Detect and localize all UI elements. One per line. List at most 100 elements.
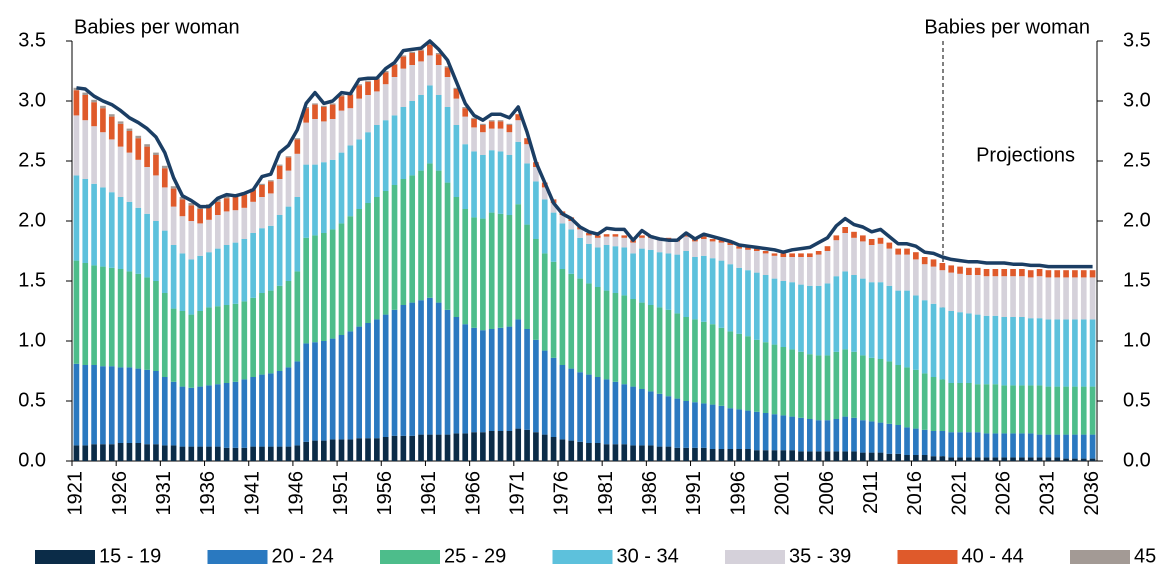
bar-segment	[259, 197, 265, 229]
bar-segment	[312, 235, 318, 343]
bar-segment	[524, 429, 530, 461]
bar-segment	[868, 239, 875, 245]
bar-segment	[188, 221, 195, 260]
bar-segment	[860, 278, 866, 356]
bar-segment	[321, 233, 327, 341]
bar-segment	[161, 377, 168, 446]
bar-segment	[347, 145, 354, 217]
bar-segment	[533, 181, 539, 239]
bar-segment	[612, 444, 619, 461]
bar-segment	[480, 123, 486, 125]
bar-segment	[400, 305, 407, 436]
bar-segment	[197, 446, 203, 461]
bar-segment	[444, 182, 451, 310]
bar-segment	[250, 446, 256, 461]
bar-segment	[886, 248, 893, 286]
bar-segment	[135, 273, 142, 369]
bar-segment	[753, 411, 760, 451]
bar-segment	[683, 251, 689, 317]
bar-segment	[480, 218, 486, 331]
bar-segment	[559, 215, 566, 224]
bar-segment	[488, 128, 495, 151]
bar-segment	[771, 278, 778, 345]
bar-segment	[921, 257, 928, 265]
bar-segment	[135, 135, 142, 139]
bar-segment	[877, 282, 884, 359]
bar-segment	[170, 188, 177, 207]
legend-label: 25 - 29	[444, 545, 506, 567]
bar-segment	[913, 428, 919, 455]
bar-segment	[1089, 277, 1096, 320]
bar-segment	[550, 203, 557, 213]
bar-segment	[577, 441, 583, 461]
bar-segment	[745, 270, 751, 337]
bar-segment	[727, 245, 734, 265]
bar-segment	[232, 210, 239, 243]
bar-segment	[718, 327, 725, 406]
bar-segment	[815, 420, 822, 452]
bar-segment	[718, 405, 725, 449]
bar-segment	[170, 308, 177, 382]
bar-segment	[806, 253, 813, 257]
bar-segment	[214, 248, 221, 307]
bar-segment	[179, 386, 186, 447]
bar-segment	[992, 269, 999, 277]
bar-segment	[966, 275, 972, 314]
bar-segment	[409, 302, 416, 436]
bar-segment	[974, 314, 981, 385]
bar-segment	[1010, 276, 1016, 317]
bar-segment	[356, 139, 363, 209]
bar-segment	[462, 108, 469, 117]
bar-segment	[586, 283, 592, 375]
bar-segment	[374, 197, 380, 320]
bar-segment	[1063, 277, 1069, 320]
bar-segment	[100, 108, 106, 133]
bar-segment	[338, 223, 345, 335]
y-tick-label: 1.0	[18, 329, 46, 351]
bar-segment	[603, 234, 610, 237]
bar-segment	[895, 290, 902, 365]
bar-segment	[612, 246, 619, 293]
bar-segment	[206, 446, 212, 461]
line	[76, 39, 1093, 269]
bar-segment	[418, 49, 424, 51]
bar-segment	[382, 191, 389, 315]
bar-segment	[356, 84, 363, 86]
bar-segment	[568, 440, 575, 461]
bar-segment	[294, 138, 301, 140]
y2-tick-label: 3.0	[1123, 89, 1151, 111]
bar-segment	[851, 451, 857, 461]
bar-segment	[665, 309, 672, 397]
bar-segment	[462, 209, 469, 325]
bar-segment	[833, 351, 840, 419]
bar-segment	[718, 240, 725, 243]
bar-segment	[435, 65, 442, 95]
bar-segment	[762, 450, 769, 461]
bar-segment	[1089, 434, 1096, 459]
bar-segment	[321, 162, 327, 233]
bar-segment	[577, 229, 583, 238]
bar-segment	[868, 452, 875, 461]
bar-segment	[144, 277, 150, 370]
bar-segment	[700, 447, 707, 461]
bar-segment	[179, 197, 186, 200]
bar-segment	[117, 146, 124, 197]
bar-segment	[321, 341, 327, 441]
bar-segment	[921, 429, 928, 455]
bar-segment	[806, 354, 813, 419]
bar-segment	[232, 447, 239, 461]
bar-segment	[453, 89, 460, 99]
legend-label: 40 - 44	[962, 545, 1024, 567]
bar-segment	[851, 231, 857, 238]
bar-segment	[1072, 277, 1078, 320]
x-tick-label: 2016	[904, 471, 926, 516]
bar-segment	[82, 365, 89, 446]
bar-segment	[709, 404, 716, 449]
x-tick-label: 1981	[595, 471, 617, 516]
bar-segment	[497, 327, 504, 431]
bar-segment	[736, 449, 742, 461]
bar-segment	[674, 447, 681, 461]
bar-segment	[294, 139, 301, 154]
bar-segment	[621, 295, 628, 385]
bar-segment	[259, 293, 265, 375]
